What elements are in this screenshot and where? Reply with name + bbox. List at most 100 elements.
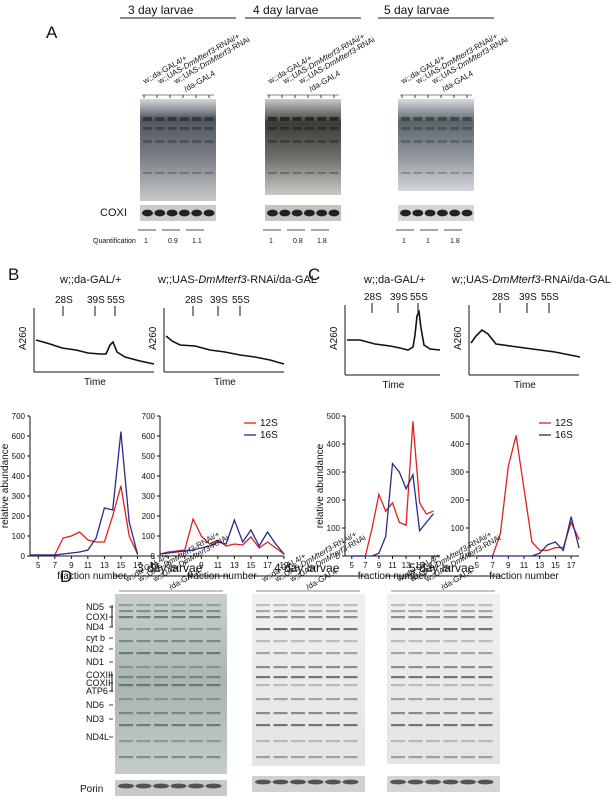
protein-band [206, 756, 221, 759]
panel-d: D 3 day larvae 4 day larvae 5 day larvae w… [60, 529, 502, 796]
protein-band [256, 610, 270, 613]
coxi-band [424, 209, 436, 217]
chart-c-right-point [499, 533, 502, 535]
protein-band [426, 610, 440, 613]
protein-band [171, 724, 186, 727]
rna-blot-5day [398, 99, 474, 191]
chart-b-right-ytick-label: 700 [142, 412, 156, 421]
rna-band [280, 127, 290, 130]
rna-band [143, 127, 152, 130]
protein-band [478, 640, 493, 643]
chart-b-right-point [184, 549, 186, 551]
rna-band [292, 140, 302, 143]
protein-band [206, 610, 221, 613]
rna-band [317, 127, 327, 130]
quantification-label: Quantification [93, 238, 136, 245]
chart-c-right-legend-16S: 16S [555, 430, 573, 441]
protein-band [461, 628, 475, 631]
coxi-band [279, 209, 291, 217]
protein-band [343, 640, 358, 643]
protein-band [256, 628, 270, 631]
rna-band [437, 172, 447, 174]
chart-b-right-point [184, 550, 186, 552]
chart-c-right-point [491, 555, 494, 557]
protein-band [461, 724, 475, 727]
rna-band [155, 127, 165, 130]
protein-band [189, 676, 203, 679]
chart-b-right-xtick-label: 15 [246, 561, 255, 570]
rna-band [401, 140, 410, 143]
protein-band [426, 652, 440, 655]
protein-band [256, 740, 270, 743]
chart-c-right-point [539, 549, 541, 552]
chart-b-left-point [95, 537, 97, 539]
protein-band [461, 676, 475, 679]
protein-band [443, 628, 458, 631]
protein-band [291, 724, 305, 727]
porin-band [188, 783, 204, 789]
rna-blot-3day [140, 99, 216, 201]
chart-c-left-xtick-label: 15 [415, 561, 424, 570]
protein-band [308, 724, 323, 727]
chart-c-left-xtick-label: 9 [377, 561, 382, 570]
protein-band [206, 724, 221, 727]
rna-band [450, 127, 460, 130]
chart-b-left-ytick-label: 0 [21, 552, 26, 561]
protein-band [119, 640, 133, 643]
rna-band [437, 127, 447, 130]
protein-band [461, 610, 475, 613]
protein-band [408, 740, 423, 743]
protein-band [171, 628, 186, 631]
coxi-band [316, 209, 328, 217]
quant-value-3-2: 1 [426, 238, 430, 245]
protein-band [291, 604, 305, 607]
protein-band [189, 652, 203, 655]
protein-band [408, 640, 423, 643]
protein-band [408, 652, 423, 655]
chart-c-right-point [539, 552, 541, 554]
coxi-band [449, 209, 461, 217]
protein-band [206, 640, 221, 643]
protein-band [426, 684, 440, 687]
protein-band [443, 610, 458, 613]
chart-b-left-xtick-label: 7 [53, 561, 58, 570]
coxi-band [436, 209, 448, 217]
protein-band [426, 756, 440, 759]
chart-b-left-xtick-label: 15 [116, 561, 125, 570]
protein-band [171, 610, 186, 613]
protein-band [136, 756, 151, 759]
rna-band [192, 127, 202, 130]
chart-b-right-ytick-label: 600 [142, 432, 156, 441]
protein-band [478, 712, 493, 715]
protein-band [206, 698, 221, 701]
chart-c-right-point [578, 547, 580, 549]
protein-band [273, 610, 288, 613]
chart-c-left-xtick-label: 5 [350, 561, 355, 570]
protein-band [206, 652, 221, 655]
chart-c-right-legend-12S: 12S [555, 418, 573, 429]
protein-band [461, 666, 475, 669]
protein-band [291, 676, 305, 679]
protein-band [136, 740, 151, 743]
chart-c-left-point [405, 488, 407, 490]
chart-b-left-point [103, 541, 105, 543]
protein-band [391, 684, 405, 687]
rna-band [143, 117, 152, 121]
protein-band [408, 628, 423, 631]
chart-c-right-xlabel: fraction number [489, 571, 559, 582]
protein-band [171, 676, 186, 679]
protein-band [391, 640, 405, 643]
protein-band [256, 652, 270, 655]
chart-b-right-point [275, 547, 277, 549]
chart-b-left-ytick-label: 600 [12, 432, 26, 441]
chart-c-right-point [531, 541, 533, 543]
protein-band [343, 666, 358, 669]
rna-band [292, 127, 302, 130]
protein-band [408, 604, 423, 607]
protein-band [308, 756, 323, 759]
chart-b-left-point [120, 485, 122, 487]
panel-c: C w;;da-GAL/+ w;;UAS-DmMterf3-RNAi/da-GA… [308, 265, 611, 391]
chart-b-left-point [29, 554, 31, 556]
rna-band [425, 127, 435, 130]
c-left-marker-39S: 39S [390, 292, 408, 303]
